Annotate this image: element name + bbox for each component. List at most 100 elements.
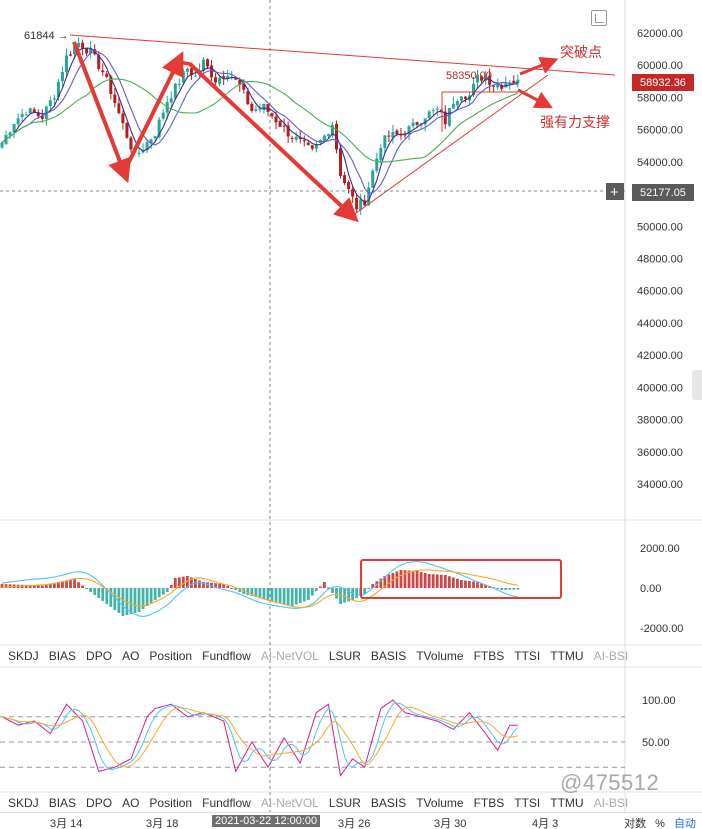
time-axis: 3月 14 3月 18 2021-03-22 12:00:00 3月 26 3月… [0,812,702,829]
hist-bar [214,583,217,588]
hist-bar [177,577,181,588]
scale-options: 对数 % 自动 [618,815,696,829]
tab-position[interactable]: Position [149,649,193,663]
hist-bar [113,588,117,610]
box-price-label: 58350.00 [446,70,492,82]
log-toggle[interactable]: 对数 [624,818,647,829]
hist-signal-line [1,569,518,608]
hist-y-tick: 2000.00 [640,543,680,555]
candle-body [431,110,435,112]
tab-ftbs[interactable]: FTBS [473,649,505,663]
candle-body [455,101,459,106]
tab-skdj[interactable]: SKDJ [8,796,39,810]
tab-basis[interactable]: BASIS [370,796,407,810]
candle-body [500,85,504,89]
tab-basis[interactable]: BASIS [370,649,407,663]
candle-body [81,42,85,50]
candle-body [16,118,20,125]
candle-body [488,75,492,85]
hist-bar [415,571,419,588]
tab-ttsi[interactable]: TTSI [514,649,541,663]
tab-ai-bsi[interactable]: AI-BSI [593,649,629,663]
hist-bar [24,584,28,588]
osc-k-line [1,702,519,771]
hist-bar [314,588,318,591]
candle-body [407,126,411,135]
hist-bar [44,584,48,588]
hist-bar [286,588,290,605]
candle-body [314,144,318,149]
candle-body [496,84,500,88]
candle-body [189,68,193,76]
candle-body [121,113,125,124]
candle-body [258,108,262,110]
hist-bar [254,588,258,597]
tab-ai-bsi[interactable]: AI-BSI [593,796,629,810]
tab-fundflow[interactable]: Fundflow [202,649,251,663]
tab-bias[interactable]: BIAS [48,649,77,663]
candle-body [89,48,93,54]
hist-bar [484,584,487,588]
candle-body [56,81,60,98]
tab-skdj[interactable]: SKDJ [8,649,39,663]
hist-bar [149,588,153,603]
hist-bar [0,584,4,588]
candle-body [218,77,222,84]
hist-bar [65,580,68,588]
hist-bar [367,588,371,589]
candle-body [516,79,520,84]
candle-body [330,124,334,136]
candle-body [149,139,153,144]
tab-position[interactable]: Position [149,796,193,810]
tab-tvolume[interactable]: TVolume [416,649,464,663]
hist-bar [323,582,326,588]
tab-tvolume[interactable]: TVolume [416,796,464,810]
y-tick-label: 50000.00 [637,221,683,233]
hist-signal-line [1,561,518,617]
candle-body [64,55,68,72]
percent-toggle[interactable]: % [655,818,665,829]
tab-ttsi[interactable]: TTSI [514,796,541,810]
hist-bar [85,588,89,589]
hist-bar [250,588,254,596]
candle-body [339,148,343,176]
hist-bar [125,588,129,615]
tab-fundflow[interactable]: Fundflow [202,796,251,810]
scroll-handle[interactable] [692,370,702,400]
tab-ao[interactable]: AO [122,649,140,663]
tab-dpo[interactable]: DPO [86,796,113,810]
expand-icon[interactable] [591,10,607,26]
hist-bar [202,582,205,588]
tab-dpo[interactable]: DPO [86,649,113,663]
candle-body [274,116,278,123]
candle-body [210,65,214,78]
hist-bar [169,585,173,588]
candle-body [459,96,463,101]
tab-lsur[interactable]: LSUR [328,649,361,663]
hist-bar [468,581,471,588]
tab-ai-netvol[interactable]: AI-NetVOL [260,649,319,663]
x-label: 4月 3 [532,818,559,829]
hist-bar [407,570,411,588]
hist-bar [395,571,399,588]
hist-bar [318,586,322,588]
hist-bar [282,588,286,604]
tab-ftbs[interactable]: FTBS [473,796,505,810]
candle-body [250,104,254,111]
tab-ttmu[interactable]: TTMU [550,796,584,810]
tab-ai-netvol[interactable]: AI-NetVOL [260,796,319,810]
tab-ao[interactable]: AO [122,796,140,810]
auto-toggle[interactable]: 自动 [674,818,696,829]
candle-body [193,75,197,77]
tab-bias[interactable]: BIAS [48,796,77,810]
hist-bar [266,588,270,600]
hist-bar [435,574,439,588]
candle-body [512,80,516,84]
tab-lsur[interactable]: LSUR [328,796,361,810]
hist-bar [157,588,161,598]
plus-icon[interactable]: + [606,183,624,201]
candle-body [242,83,246,90]
y-tick-label: 42000.00 [637,350,683,362]
tab-ttmu[interactable]: TTMU [550,649,584,663]
